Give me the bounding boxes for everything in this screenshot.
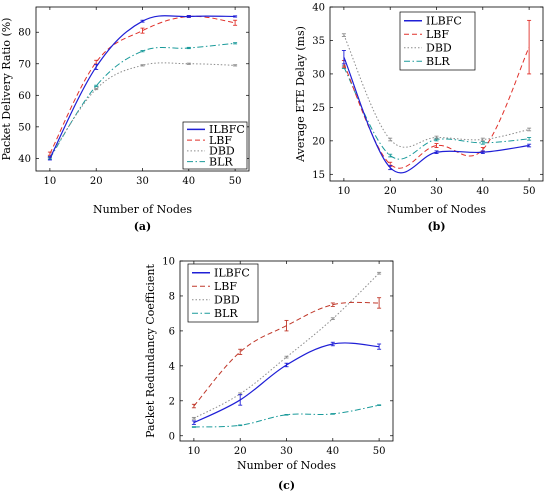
chart-panel-1: 10 20 30 40 50 40 50 60 70 80 Number of Nodes Packe… <box>0 6 250 233</box>
legend-label-ilbfc: ILBFC <box>426 15 462 28</box>
legend-label-ilbfc: ILBFC <box>209 123 245 136</box>
legend-label-lbf: LBF <box>214 280 237 293</box>
y-tick-label: 2 <box>169 396 175 407</box>
legend-label-dbd: DBD <box>214 294 240 307</box>
chart-panel-3: 10 20 30 40 50 0 2 4 6 8 10 Number of Nodes Packet R… <box>144 257 394 492</box>
panel-label: (c) <box>278 479 295 492</box>
y-axis-label: Packet Redundancy Coefficient <box>144 263 157 437</box>
x-tick-label: 10 <box>188 446 201 457</box>
legend-label-dbd: DBD <box>426 42 452 55</box>
y-tick-label: 40 <box>312 3 325 14</box>
y-tick-label: 35 <box>312 36 325 47</box>
x-tick-label: 30 <box>280 446 293 457</box>
y-tick-label: 10 <box>162 257 175 268</box>
x-tick-label: 30 <box>136 176 149 187</box>
y-axis-label: Average ETE Delay (ms) <box>294 26 307 163</box>
series-line-ilbfc <box>49 15 236 159</box>
chart-panel-2: 10 20 30 40 50 15 20 25 30 35 40 Number of Nodes Ave… <box>294 3 544 233</box>
x-tick-label: 50 <box>523 186 536 197</box>
x-tick-label: 50 <box>229 176 242 187</box>
series-line-blr <box>193 404 380 428</box>
x-tick-label: 40 <box>326 446 339 457</box>
panel-label: (b) <box>427 220 445 233</box>
x-axis-label: Number of Nodes <box>237 459 336 472</box>
x-axis-label: Number of Nodes <box>387 203 486 216</box>
y-tick-label: 6 <box>169 326 175 337</box>
series-group <box>47 15 238 161</box>
series-group <box>341 19 532 174</box>
panel-label: (a) <box>134 220 152 233</box>
y-tick-label: 70 <box>18 59 31 70</box>
y-tick-label: 25 <box>312 103 325 114</box>
y-tick-label: 50 <box>18 122 31 133</box>
legend-label-dbd: DBD <box>209 145 235 158</box>
y-tick-label: 8 <box>169 291 175 302</box>
legend-label-blr: BLR <box>214 307 238 320</box>
x-tick-label: 20 <box>90 176 103 187</box>
y-tick-label: 4 <box>169 361 175 372</box>
x-tick-label: 10 <box>44 176 57 187</box>
x-tick-label: 10 <box>338 186 351 197</box>
x-tick-label: 50 <box>373 446 386 457</box>
y-tick-label: 30 <box>312 69 325 80</box>
series-line-blr <box>343 66 530 160</box>
series-group <box>191 271 382 428</box>
y-tick-label: 0 <box>169 431 175 442</box>
y-tick-label: 80 <box>18 28 31 39</box>
x-tick-label: 20 <box>234 446 247 457</box>
legend-label-ilbfc: ILBFC <box>214 267 250 280</box>
legend-label-blr: BLR <box>426 55 450 68</box>
legend-box <box>399 11 476 71</box>
y-axis-label: Packet Delivery Ratio (%) <box>0 18 13 161</box>
legend-label-lbf: LBF <box>209 134 232 147</box>
y-tick-label: 15 <box>312 170 325 181</box>
x-axis-label: Number of Nodes <box>93 203 192 216</box>
x-tick-label: 40 <box>182 176 195 187</box>
x-tick-label: 30 <box>430 186 443 197</box>
series-line-ilbfc <box>343 56 530 174</box>
x-tick-label: 20 <box>384 186 397 197</box>
y-tick-label: 60 <box>18 91 31 102</box>
legend-box <box>187 263 259 323</box>
y-tick-label: 40 <box>18 154 31 165</box>
y-tick-label: 20 <box>312 136 325 147</box>
legend-label-lbf: LBF <box>426 28 449 41</box>
x-tick-label: 40 <box>476 186 489 197</box>
series-line-dbd <box>193 272 380 419</box>
series-line-blr <box>49 42 236 159</box>
legend-label-blr: BLR <box>209 155 233 168</box>
